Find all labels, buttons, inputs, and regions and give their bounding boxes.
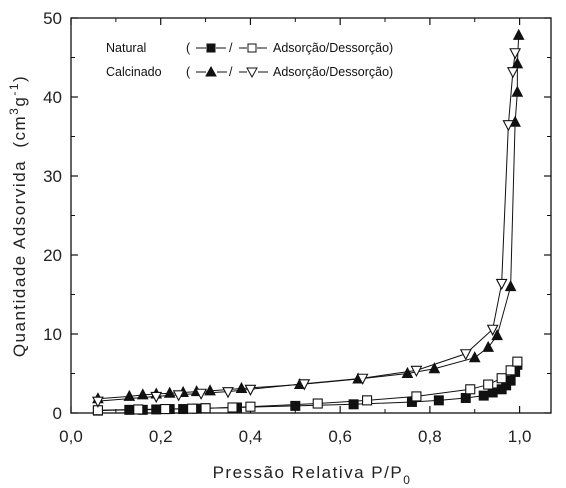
data-point-open-square (227, 402, 238, 413)
legend-sep-natural: / (229, 41, 233, 55)
x-axis-title: Pressão Relativa P/P0 (213, 463, 412, 487)
data-point-filled-square (348, 399, 359, 410)
data-point-open-triangle-down (244, 384, 257, 396)
data-point-filled-triangle-up (482, 340, 495, 352)
data-point-open-square (483, 379, 494, 390)
data-point-open-square (187, 403, 198, 414)
x-axis: 0,0 0,2 0,4 0,6 0,8 1,0 (59, 18, 531, 446)
legend-sep-calcinado: / (229, 65, 233, 79)
data-point-filled-square (460, 392, 471, 403)
data-point-open-triangle-down (172, 390, 185, 402)
x-tick-label: 0,2 (149, 427, 173, 446)
data-point-open-square (362, 395, 373, 406)
data-point-open-triangle-down (150, 391, 163, 404)
data-point-open-square (200, 403, 211, 414)
legend-paren-natural: ( (186, 41, 191, 55)
y-tick-label: 20 (43, 246, 62, 265)
series-line-open-square (97, 361, 518, 411)
data-point-filled-square (290, 400, 301, 411)
series-line-open-triangle-down (97, 52, 516, 402)
data-point-open-square (411, 391, 422, 402)
y-tick-label: 40 (43, 88, 62, 107)
series-line-filled-triangle-up (97, 35, 520, 400)
x-tick-label: 1,0 (508, 427, 532, 446)
series-layer (92, 28, 525, 416)
y-tick-label: 30 (43, 167, 62, 186)
series-filled-triangle-up (92, 28, 525, 404)
data-point-filled-triangle-up (136, 388, 149, 400)
series-filled-square (92, 359, 523, 416)
legend-label-calcinado: Calcinado (106, 65, 162, 79)
legend: Natural ( / Adsorção/Dessorção) Calcinad… (106, 41, 393, 79)
data-point-open-triangle-down (495, 278, 508, 291)
y-axis-unit-pre: (cm (10, 115, 29, 148)
legend-entry-natural: Natural ( / Adsorção/Dessorção) (106, 41, 393, 55)
series-open-triangle-down (92, 48, 522, 408)
data-point-open-triangle-down (410, 365, 423, 378)
data-point-open-square (512, 356, 523, 367)
data-point-filled-triangle-up (468, 351, 481, 363)
data-point-open-triangle-down (298, 379, 311, 391)
data-point-filled-square (433, 395, 444, 406)
data-point-open-triangle-down (222, 387, 234, 399)
data-point-open-triangle-down (195, 388, 208, 400)
y-axis: 0 10 20 30 40 50 (43, 9, 551, 423)
y-axis-unit-sup1: 3 (7, 107, 21, 115)
data-point-open-square (160, 403, 171, 415)
data-point-open-triangle-down (459, 349, 472, 361)
x-tick-label: 0,6 (328, 427, 352, 446)
data-point-open-square (496, 373, 507, 384)
data-point-open-triangle-down (92, 396, 104, 408)
x-tick-label: 0,0 (59, 427, 83, 446)
series-open-square (92, 356, 523, 416)
data-point-open-triangle-down (356, 373, 369, 385)
y-axis-unit-sup2: -1 (7, 82, 21, 96)
x-tick-label: 0,8 (418, 427, 442, 446)
data-point-filled-triangle-up (401, 366, 414, 378)
data-point-open-triangle-down (486, 324, 499, 336)
data-point-open-square (505, 365, 516, 376)
data-point-open-triangle-down (509, 48, 522, 60)
legend-marker-open-square (247, 43, 257, 53)
y-axis-title-text: Quantidade Adsorvida (10, 160, 29, 357)
x-axis-title-sub: 0 (403, 473, 411, 487)
legend-suffix-natural: Adsorção/Dessorção) (273, 41, 393, 55)
data-point-open-square (245, 401, 256, 412)
data-point-filled-triangle-up (491, 329, 503, 341)
data-point-filled-triangle-up (504, 280, 517, 292)
legend-label-natural: Natural (106, 41, 146, 55)
x-tick-label: 0,4 (239, 427, 263, 446)
y-tick-label: 0 (53, 404, 62, 423)
legend-paren-calcinado: ( (186, 65, 191, 79)
data-point-filled-triangle-up (511, 85, 524, 97)
legend-marker-filled-triangle-up (205, 65, 217, 77)
legend-marker-filled-square (206, 43, 216, 53)
y-tick-label: 50 (43, 9, 62, 28)
data-point-filled-triangle-up (512, 28, 525, 40)
data-point-filled-square (478, 390, 489, 401)
data-point-filled-square (505, 375, 516, 386)
data-point-open-square (133, 404, 144, 415)
data-point-open-square (465, 384, 476, 395)
x-axis-title-text: Pressão Relativa P/P (213, 463, 404, 482)
legend-suffix-calcinado: Adsorção/Dessorção) (273, 65, 393, 79)
data-point-open-triangle-down (506, 67, 519, 79)
data-point-open-square (312, 398, 323, 409)
data-point-filled-triangle-up (428, 362, 441, 374)
y-axis-unit-post: ) (10, 75, 29, 82)
y-axis-title: Quantidade Adsorvida (cm3g-1) (7, 75, 29, 357)
y-tick-label: 10 (43, 325, 62, 344)
legend-entry-calcinado: Calcinado ( / Adsorção/Dessorção) (106, 65, 393, 79)
legend-marker-open-triangle-down (246, 67, 258, 79)
data-point-open-triangle-down (502, 120, 515, 132)
y-axis-unit-mid: g (10, 96, 29, 107)
